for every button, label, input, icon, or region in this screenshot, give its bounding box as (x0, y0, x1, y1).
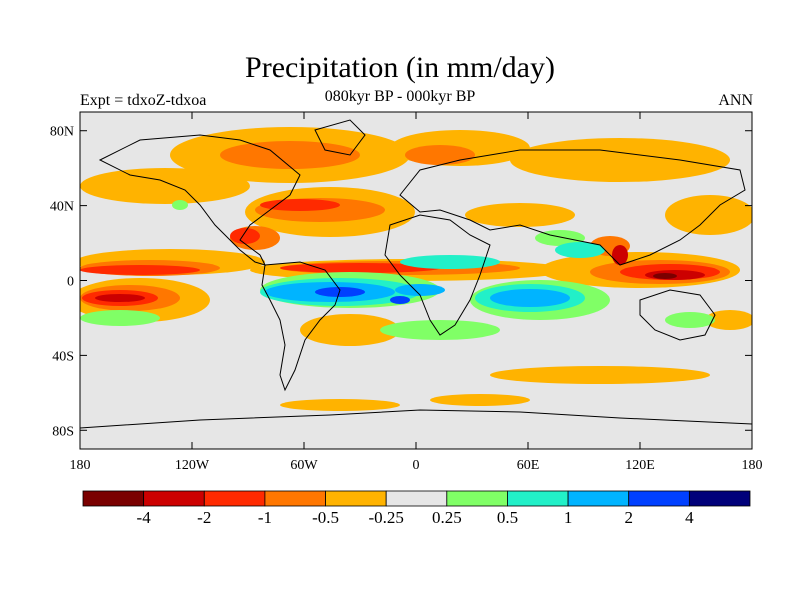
x-tick-label: 60E (517, 458, 540, 473)
season-label: ANN (718, 92, 753, 109)
y-tick-label: 40S (52, 349, 74, 364)
experiment-label: Expt = tdxoZ-tdxoa (80, 92, 207, 109)
anomaly-blue (315, 287, 410, 304)
y-tick-label: 80S (52, 424, 74, 439)
y-tick-label: 40N (50, 200, 74, 215)
colorbar-label: -2 (197, 508, 211, 527)
colorbar-swatch (628, 490, 690, 507)
south-america-outline (261, 261, 341, 392)
map-title: Precipitation (in mm/day) (245, 51, 555, 84)
colorbar-label: -1 (258, 508, 272, 527)
anomaly-field (80, 119, 752, 429)
greenland-outline (314, 119, 366, 156)
x-tick-label: 180 (742, 458, 763, 473)
colorbar-label: 4 (685, 508, 694, 527)
x-tick-label: 120E (625, 458, 655, 473)
colorbar-swatch (507, 490, 569, 507)
coastlines (80, 119, 752, 429)
map-subtitle: 080kyr BP - 000kyr BP (324, 88, 476, 105)
colorbar-label: 2 (624, 508, 633, 527)
colorbar-swatch (567, 490, 630, 507)
colorbar-label: -0.25 (368, 508, 403, 527)
x-tick-label: 180 (70, 458, 91, 473)
colorbar-swatch (688, 490, 751, 507)
x-tick-label: 60W (290, 458, 318, 473)
colorbar-swatch (143, 490, 205, 507)
australia-outline (639, 289, 716, 341)
colorbar-swatch (325, 490, 387, 507)
africa-outline (384, 214, 491, 336)
colorbar-swatch (203, 490, 266, 507)
latitude-axis: 80N 40N 0 40S 80S (50, 125, 752, 439)
x-tick-label: 120W (175, 458, 210, 473)
north-america-outline (98, 134, 301, 266)
colorbar-swatch (446, 490, 508, 507)
colorbar-label: -4 (137, 508, 152, 527)
colorbar-swatch (385, 490, 448, 507)
colorbar-label: 0.25 (432, 508, 462, 527)
antarctica-outline (80, 409, 752, 429)
anomaly-light-blue (265, 282, 570, 307)
colorbar-swatch (264, 490, 326, 507)
colorbar-label: 1 (564, 508, 573, 527)
colorbar-label: 0.5 (497, 508, 518, 527)
colorbar: -4 -2 -1 -0.5 -0.25 0.25 0.5 1 2 4 (82, 490, 751, 527)
x-tick-label: 0 (413, 458, 420, 473)
y-tick-label: 80N (50, 125, 74, 140)
colorbar-label: -0.5 (312, 508, 339, 527)
anomaly-deepest-red (653, 273, 677, 279)
longitude-axis: 180 120W 60W 0 60E 120E 180 (70, 112, 763, 473)
y-tick-label: 0 (67, 275, 74, 290)
eurasia-outline (399, 149, 746, 266)
colorbar-swatch (82, 490, 145, 507)
